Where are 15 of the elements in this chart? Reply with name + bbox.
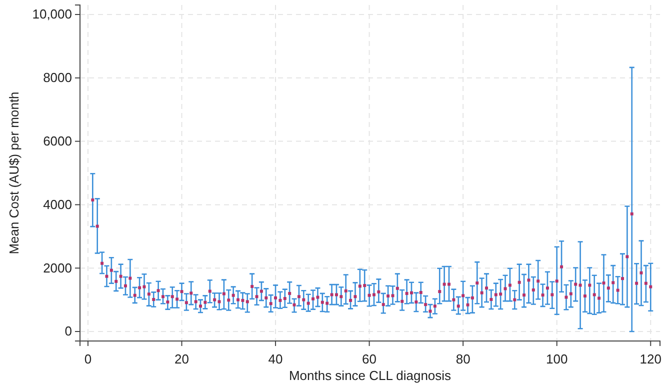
x-tick-label: 80: [456, 351, 470, 366]
x-tick-label: 40: [268, 351, 283, 366]
y-tick-label: 0: [64, 324, 72, 339]
x-tick-label: 60: [362, 351, 377, 366]
x-tick-label: 20: [174, 351, 189, 366]
x-tick-label: 0: [84, 351, 92, 366]
x-axis-title: Months since CLL diagnosis: [288, 368, 452, 383]
x-tick-label: 120: [640, 351, 662, 366]
y-tick-label: 10,000: [32, 6, 72, 22]
y-tick-label: 2000: [43, 260, 72, 276]
x-tick-label: 100: [546, 351, 568, 366]
y-tick-label: 6000: [43, 133, 72, 148]
y-tick-label: 8000: [43, 70, 72, 86]
y-axis-title: Mean Cost (AU$) per month: [6, 92, 22, 254]
y-tick-label: 4000: [43, 196, 72, 212]
